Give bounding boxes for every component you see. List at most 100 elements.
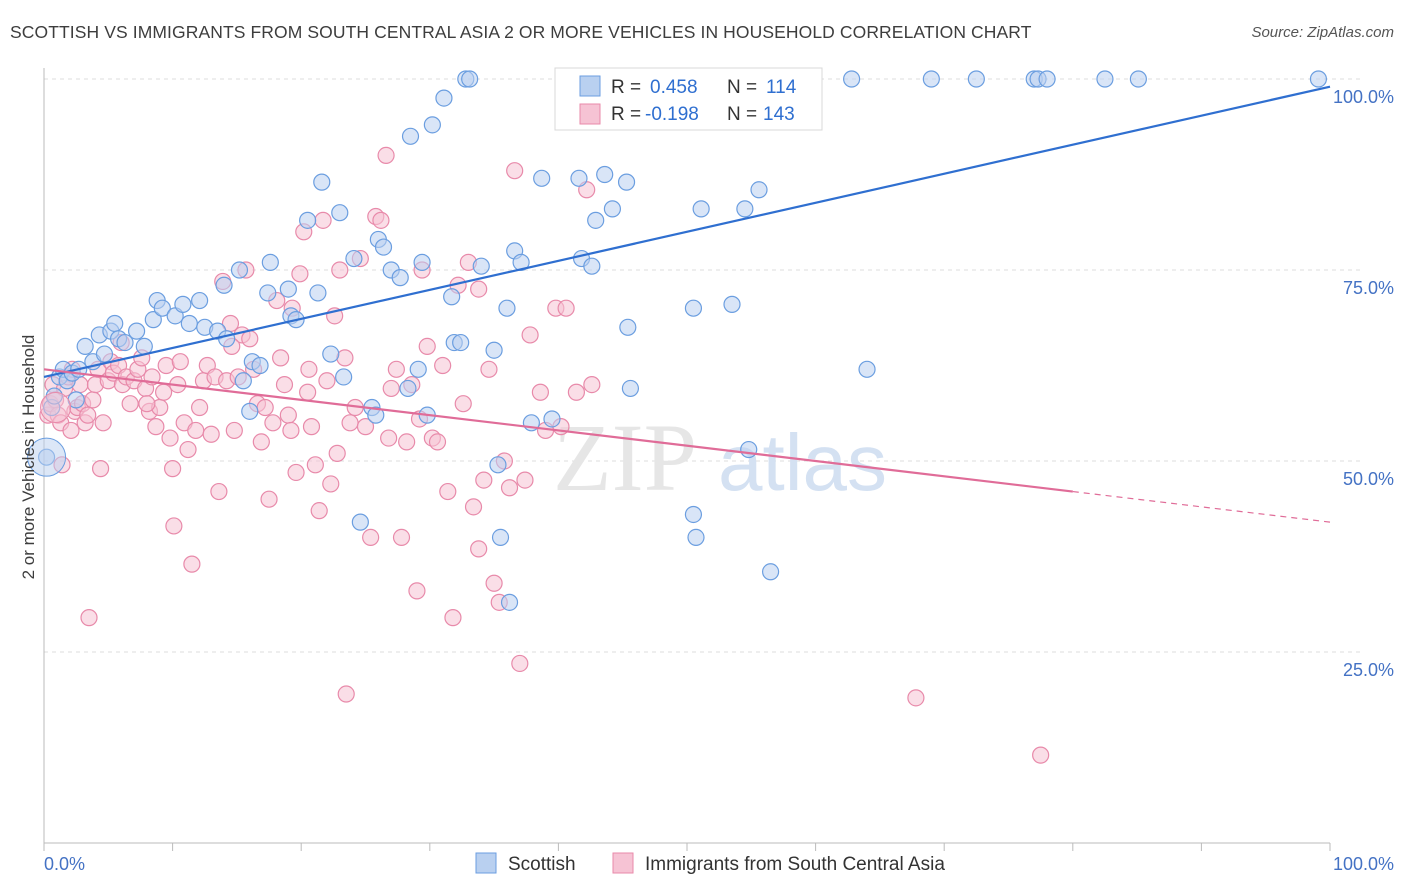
- scottish-point-66: [472, 257, 490, 275]
- immigrants-point-89: [377, 146, 395, 164]
- immigrants-point-108: [475, 471, 493, 489]
- scottish-point-112: [1129, 70, 1147, 88]
- immigrants-point-86: [362, 528, 380, 547]
- immigrants-point-116: [516, 471, 534, 489]
- immigrants-point-41: [179, 440, 197, 459]
- immigrants-point-69: [287, 463, 305, 482]
- immigrants-point-134: [328, 444, 346, 462]
- bottom-legend-swatch-scottish: [475, 852, 497, 874]
- immigrants-point-67: [279, 406, 297, 424]
- immigrants-point-34: [154, 383, 173, 401]
- scottish-point-80: [587, 211, 605, 229]
- immigrants-point-57: [241, 330, 259, 348]
- immigrants-point-139: [583, 376, 601, 394]
- immigrants-point-32: [147, 418, 165, 436]
- immigrants-point-125: [282, 421, 300, 440]
- immigrants-point-102: [444, 609, 462, 627]
- scottish-point-104: [843, 70, 861, 88]
- immigrants-point-66: [275, 376, 294, 394]
- scottish-point-36: [261, 253, 279, 271]
- immigrants-point-53: [225, 421, 243, 440]
- bottom-legend-immigrants: Immigrants from South Central Asia: [645, 854, 945, 875]
- scottish-point-76: [543, 410, 561, 428]
- legend-swatch-immigrants: [579, 103, 601, 125]
- immigrants-point-100: [434, 356, 452, 375]
- chart-title: SCOTTISH VS IMMIGRANTS FROM SOUTH CENTRA…: [10, 22, 1032, 42]
- scottish-point-57: [413, 253, 431, 271]
- immigrants-point-35: [157, 356, 175, 375]
- immigrants-regression-line: [43, 368, 1073, 493]
- x-tick-label-max: 100.0%: [1333, 854, 1394, 874]
- scottish-point-16: [116, 333, 134, 352]
- y-tick-label-100: 100.0%: [1333, 87, 1394, 107]
- scottish-point-49: [367, 406, 385, 424]
- scottish-point-91: [684, 505, 703, 524]
- immigrants-point-130: [91, 460, 110, 478]
- immigrants-point-73: [302, 418, 321, 436]
- y-axis-label: 2 or more Vehicles in Household: [19, 335, 38, 580]
- immigrants-regression-extension: [1072, 490, 1331, 523]
- immigrants-point-77: [318, 372, 336, 390]
- immigrants-point-62: [260, 490, 278, 508]
- scottish-point-51: [374, 238, 393, 256]
- scottish-point-19: [144, 311, 162, 329]
- immigrants-point-90: [382, 379, 400, 398]
- scottish-point-23: [174, 295, 192, 313]
- source-label: Source: ZipAtlas.com: [1251, 24, 1394, 41]
- immigrants-point-101: [439, 482, 457, 501]
- scottish-point-9: [76, 337, 94, 355]
- scottish-point-28: [215, 276, 233, 294]
- scottish-point-45: [335, 368, 353, 386]
- immigrants-point-15: [84, 391, 102, 409]
- scottish-point-110: [1038, 70, 1056, 88]
- scottish-point-70: [498, 299, 516, 317]
- immigrants-bubble-large: [40, 392, 72, 424]
- bottom-legend-scottish: Scottish: [508, 854, 576, 875]
- bottom-legend-swatch-immigrants: [612, 852, 634, 874]
- y-tick-label-25: 25.0%: [1343, 660, 1394, 680]
- immigrants-point-92: [392, 528, 411, 547]
- immigrants-point-117: [521, 326, 539, 344]
- legend-n-value-2: 143: [763, 104, 795, 125]
- x-ticks: [43, 843, 1331, 851]
- immigrants-point-18: [94, 414, 112, 432]
- x-tick-label-min: 0.0%: [44, 854, 85, 874]
- watermark-zip: ZIP: [553, 404, 697, 511]
- immigrants-point-60: [252, 433, 270, 451]
- immigrants-point-63: [264, 414, 282, 432]
- scottish-point-30: [230, 261, 249, 279]
- immigrants-point-36: [161, 429, 179, 447]
- y-tick-label-75: 75.0%: [1343, 278, 1394, 298]
- immigrants-point-115: [511, 654, 529, 673]
- legend-n-label-2: N =: [727, 104, 757, 125]
- immigrants-point-85: [356, 418, 375, 436]
- immigrants-point-113: [500, 479, 519, 497]
- scottish-point-24: [180, 314, 198, 333]
- y-tick-label-50: 50.0%: [1343, 469, 1394, 489]
- scottish-point-60: [435, 89, 453, 107]
- immigrants-point-65: [272, 349, 290, 367]
- scottish-point-105: [858, 360, 876, 378]
- immigrants-point-97: [418, 337, 436, 355]
- legend-r-value-2: -0.198: [645, 104, 699, 125]
- scottish-point-79: [583, 257, 601, 275]
- scottish-point-111: [1096, 70, 1114, 88]
- immigrants-point-82: [341, 414, 359, 432]
- immigrants-point-109: [480, 360, 498, 378]
- scottish-point-71: [500, 593, 519, 611]
- immigrants-point-44: [191, 398, 209, 417]
- scottish-point-47: [351, 513, 369, 531]
- immigrants-point-131: [79, 406, 97, 424]
- gridlines: [44, 78, 1360, 653]
- scottish-point-68: [489, 456, 507, 474]
- immigrants-point-142: [337, 685, 355, 703]
- scottish-point-98: [740, 440, 758, 459]
- scottish-bubble-large: [27, 437, 67, 477]
- scottish-point-107: [967, 70, 985, 88]
- scottish-point-82: [603, 200, 622, 218]
- legend-n-label-1: N =: [727, 77, 757, 98]
- immigrants-point-106: [464, 498, 483, 516]
- immigrants-point-124: [300, 360, 318, 378]
- immigrants-point-127: [164, 460, 182, 478]
